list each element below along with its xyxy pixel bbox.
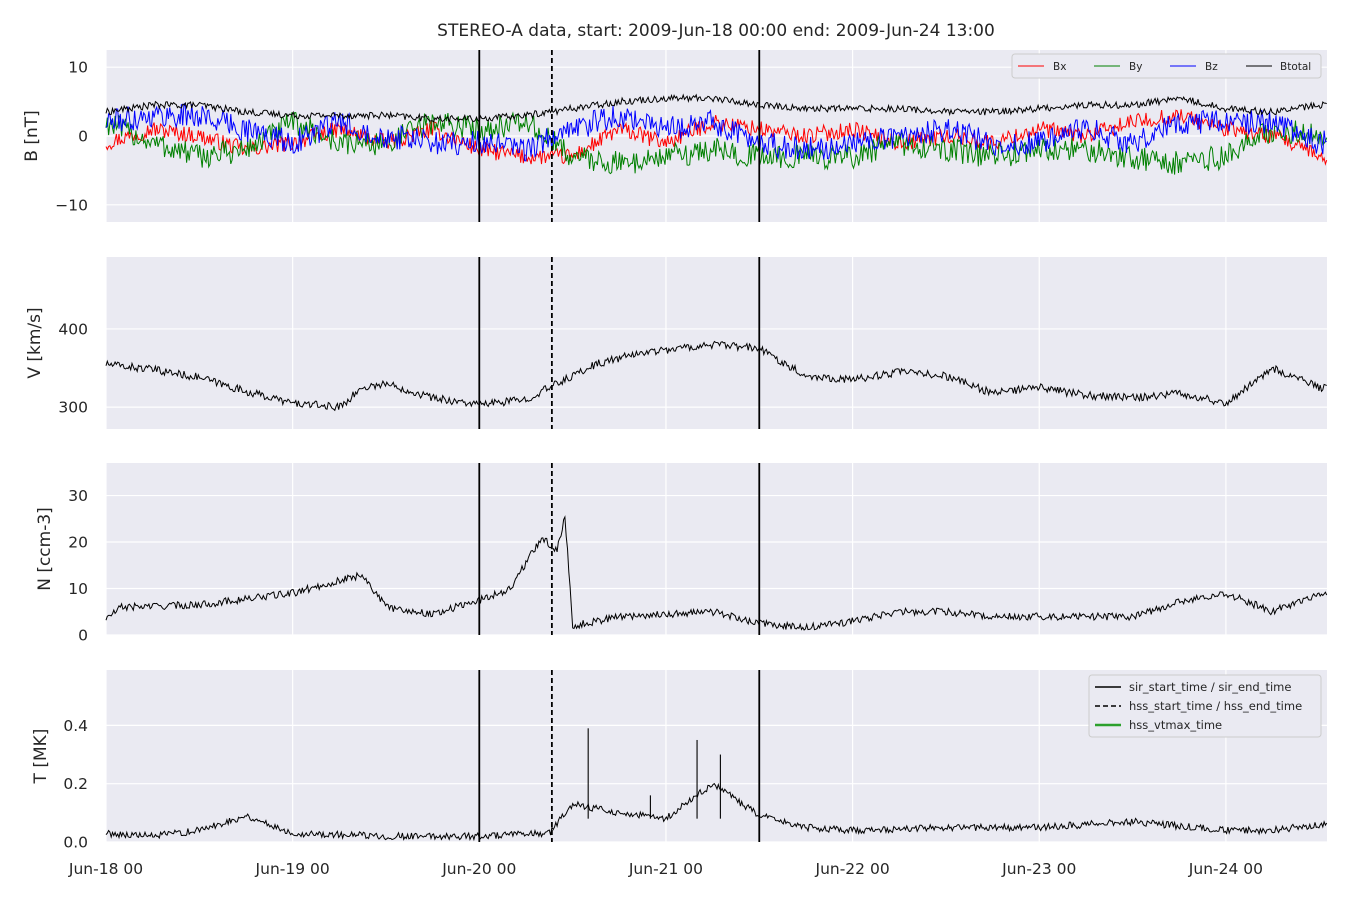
legend-label-by: By: [1129, 61, 1142, 73]
legend-label-bx: Bx: [1053, 61, 1066, 73]
legend-label-bz: Bz: [1205, 61, 1218, 73]
y-tick-label: 0.4: [63, 717, 88, 735]
chart-title: STEREO-A data, start: 2009-Jun-18 00:00 …: [437, 21, 995, 41]
legend-box: [1011, 53, 1322, 79]
y-tick-label: 20: [68, 534, 88, 552]
legend-b: Bx By Bz Btotal: [1011, 53, 1322, 79]
event-lines: [478, 670, 761, 842]
legend-label-btotal: Btotal: [1280, 61, 1311, 73]
series-line-data: [105, 340, 1327, 412]
series-line-bz: [105, 103, 1327, 162]
y-axis-label: N [ccm-3]: [35, 507, 55, 591]
panel-density: 30 20 10 0 N [ccm-3]: [35, 463, 1328, 645]
x-tick-label: Jun-21 00: [628, 860, 703, 878]
event-lines: [478, 50, 761, 222]
y-axis-label: B [nT]: [22, 110, 42, 162]
legend-events: sir_start_time / sir_end_time hss_start_…: [1088, 674, 1322, 738]
y-tick-label: 400: [58, 320, 88, 338]
series-line-data: [105, 782, 1328, 842]
series-line-by: [105, 111, 1328, 175]
y-tick-labels: 0.4 0.2 0.0: [63, 717, 88, 852]
y-tick-labels: 10 0 −10: [55, 59, 88, 215]
series-line-data: [105, 515, 1328, 631]
y-tick-label: 0: [78, 627, 88, 645]
event-lines: [478, 257, 761, 429]
y-tick-label: 0.0: [63, 834, 88, 852]
y-tick-label: 10: [68, 580, 88, 598]
y-axis-label: V [km/s]: [25, 307, 45, 378]
legend-label-hss: hss_start_time / hss_end_time: [1129, 699, 1302, 713]
data-lines: [105, 340, 1327, 412]
y-tick-labels: 400 300: [58, 320, 88, 416]
x-tick-label: Jun-22 00: [815, 860, 890, 878]
y-tick-labels: 30 20 10 0: [68, 487, 88, 644]
grid: [105, 463, 1327, 636]
series-line-btotal: [105, 93, 1327, 123]
legend-label-vtmax: hss_vtmax_time: [1129, 718, 1222, 732]
plot-area: [106, 463, 1327, 635]
x-tick-labels: Jun-18 00 Jun-19 00 Jun-20 00 Jun-21 00 Jun-…: [68, 860, 1263, 878]
plot-area: [106, 257, 1327, 429]
panel-temperature: 0.4 0.2 0.0 T [MK] sir_start_time / sir_en…: [31, 670, 1328, 852]
x-tick-label: Jun-18 00: [68, 860, 143, 878]
y-axis-label: T [MK]: [31, 729, 51, 785]
x-tick-label: Jun-19 00: [255, 860, 330, 878]
data-lines: [105, 728, 1328, 842]
panel-b-field: 10 0 −10 B [nT] Bx By Bz Btotal: [22, 50, 1328, 222]
y-tick-label: 300: [58, 399, 88, 417]
x-tick-label: Jun-24 00: [1188, 860, 1263, 878]
y-tick-label: 0: [78, 128, 88, 146]
legend-box: [1088, 674, 1322, 738]
data-lines: [105, 515, 1328, 631]
panel-velocity: 400 300 V [km/s]: [25, 257, 1327, 429]
y-tick-label: −10: [55, 196, 88, 214]
y-tick-label: 10: [68, 59, 88, 77]
legend-label-sir: sir_start_time / sir_end_time: [1129, 680, 1291, 694]
x-tick-label: Jun-20 00: [441, 860, 516, 878]
data-lines: [105, 93, 1328, 175]
x-tick-label: Jun-23 00: [1001, 860, 1076, 878]
y-tick-label: 30: [68, 487, 88, 505]
event-lines: [478, 463, 761, 635]
y-tick-label: 0.2: [63, 775, 88, 793]
